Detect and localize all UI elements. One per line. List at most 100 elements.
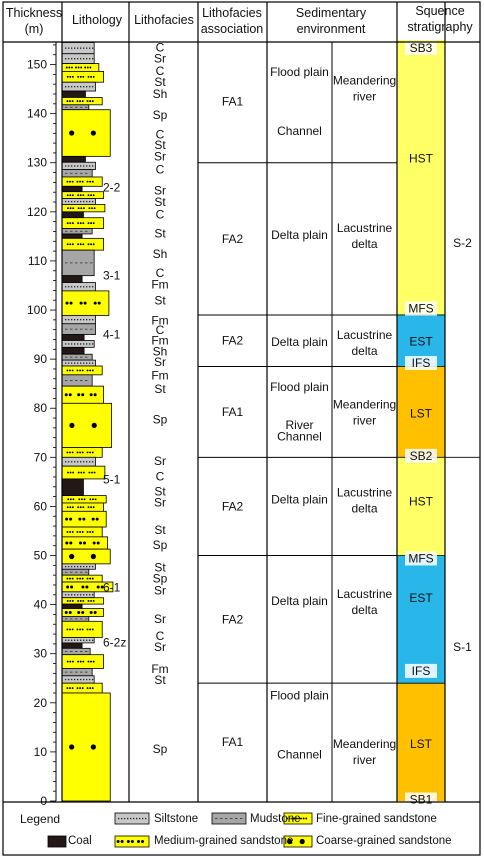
environment-unit-5-line2: delta	[351, 603, 377, 617]
surface-box-5	[405, 663, 437, 678]
lithology-bed-37-grain	[79, 451, 82, 454]
lithology-bed-37-grain	[76, 451, 79, 454]
lithology-bed-36-grain	[91, 422, 97, 429]
lithology-bed-42-grain	[87, 506, 90, 509]
lithology-bed-56-grain	[79, 628, 82, 631]
lithology-bed-4-dot	[89, 86, 91, 88]
lithology-bed-4-dot	[77, 86, 79, 88]
lithology-bed-39-grain	[69, 471, 72, 474]
lithology-bed-13-fill	[61, 185, 83, 193]
lithology-bed-18-grain	[92, 222, 95, 225]
sample-label-5: 6-2z	[103, 635, 126, 649]
lithology-bed-37-grain	[86, 451, 89, 454]
lithology-bed-1-dot	[77, 58, 79, 60]
lithology-bed-4	[61, 81, 96, 92]
lithology-bed-46	[61, 548, 111, 565]
legend-swatch-siltstone-dot	[145, 817, 147, 820]
lithology-bed-56-grain	[71, 628, 74, 631]
lithology-bed-41-grain	[78, 498, 81, 501]
lithofacies-code-32: St	[154, 560, 166, 574]
lithology-bed-38-dot	[68, 461, 70, 463]
lithology-bed-29-dot	[77, 343, 79, 345]
lithology-bed-49-grain	[71, 577, 74, 580]
systems-tract-label-2: LST	[410, 407, 433, 421]
environment-unit-0-line1: Meandering	[333, 74, 396, 88]
lithology-bed-19	[61, 228, 93, 235]
lithology-bed-52-grain	[79, 599, 82, 602]
lithology-bed-2-grain	[86, 66, 89, 69]
lithology-bed-54-grain	[81, 610, 85, 614]
sample-label-2: 4-1	[103, 328, 121, 342]
lithofacies-code-40: Sp	[153, 742, 168, 756]
lithology-bed-18-grain	[90, 222, 93, 225]
lithology-bed-36	[61, 402, 112, 448]
lithology-bed-47-dot	[77, 565, 79, 568]
lithology-bed-24-dot	[86, 286, 88, 288]
axis-tick-label-0: 0	[40, 794, 47, 808]
lithology-bed-60-grain	[77, 660, 80, 663]
lithology-bed-6-grain	[66, 100, 69, 103]
lithology-bed-32-dot	[77, 362, 79, 364]
lithology-bed-38-dot	[71, 461, 73, 463]
lithology-bed-55	[61, 615, 90, 622]
lithology-bed-39-grain	[91, 471, 93, 474]
lithology-bed-47	[61, 563, 96, 570]
lithology-bed-38-dot	[86, 461, 88, 463]
lithofacies-code-1: Sr	[154, 52, 166, 66]
lithology-bed-42-grain	[66, 506, 69, 509]
lithology-bed-44-grain	[71, 530, 74, 533]
lithology-bed-57	[61, 637, 95, 644]
surface-box-4	[405, 551, 437, 566]
lithology-bed-26-dot	[86, 319, 88, 321]
lithology-bed-10-dot	[80, 165, 82, 167]
lithology-bed-4-dot	[68, 86, 70, 88]
lithology-bed-47-dot	[89, 565, 91, 568]
lithology-bed-26	[61, 315, 96, 325]
sequence-label-0: S-2	[453, 236, 472, 250]
lithofacies-code-38: Fm	[151, 662, 168, 676]
lithofacies-code-28: St	[154, 485, 166, 499]
legend-swatch-fine-sandstone-grain	[286, 817, 288, 820]
lithology-bed-33-grain	[79, 369, 82, 372]
lithology-bed-51-dot	[92, 594, 94, 596]
lithology-bed-24	[61, 282, 96, 292]
lithology-bed-62-dot	[77, 678, 79, 681]
systems-tract-label-4: EST	[409, 591, 433, 605]
lithofacies-code-20: Fm	[151, 333, 168, 347]
lithology-bed-60-grain	[69, 660, 72, 663]
lithology-bed-63-grain	[79, 687, 82, 690]
lithology-bed-25-grain	[65, 301, 69, 305]
lithology-bed-32-dot	[83, 362, 85, 364]
lithology-bed-44-grain	[81, 530, 84, 533]
lithology-bed-56-grain	[81, 628, 84, 631]
lithofacies-code-24: St	[154, 382, 166, 396]
lithology-bed-50-grain	[66, 585, 70, 589]
lithology-bed-43	[61, 510, 107, 528]
lithology-bed-2-grain	[65, 66, 68, 69]
lithology-bed-6-grain	[76, 100, 79, 103]
lithology-bed-9	[61, 155, 86, 163]
surface-label-5: IFS	[412, 664, 431, 678]
lithology-bed-35-grain	[89, 393, 93, 397]
legend-swatch-medium-sandstone-grain	[116, 840, 120, 843]
lithology-bed-40-fill	[61, 478, 84, 497]
lithology-bed-7	[61, 104, 90, 111]
lithology-bed-24-dot	[89, 286, 91, 288]
legend-swatch-fine-sandstone-grain	[302, 817, 305, 820]
lithology-bed-15-dot	[89, 200, 91, 203]
lithology-bed-2-grain	[89, 66, 92, 69]
lithofacies-code-5: Sp	[153, 108, 168, 122]
lithology-bed-38-dot	[80, 461, 82, 463]
lithology-bed-53-fill	[61, 603, 83, 609]
header-environment-2: environment	[297, 22, 366, 36]
lithology-bed-35-grain	[93, 393, 97, 397]
environment-unit-1-line2: delta	[351, 237, 377, 251]
lithology-bed-51-dot	[83, 594, 85, 596]
lithology-bed-64-grain	[69, 744, 75, 750]
lithology-bed-14-grain	[79, 194, 82, 197]
lithology-bed-1-dot	[65, 58, 67, 60]
lithology-bed-25-grain	[79, 301, 83, 305]
lithology-bed-49	[61, 574, 103, 583]
lithology-bed-24-dot	[92, 286, 94, 288]
